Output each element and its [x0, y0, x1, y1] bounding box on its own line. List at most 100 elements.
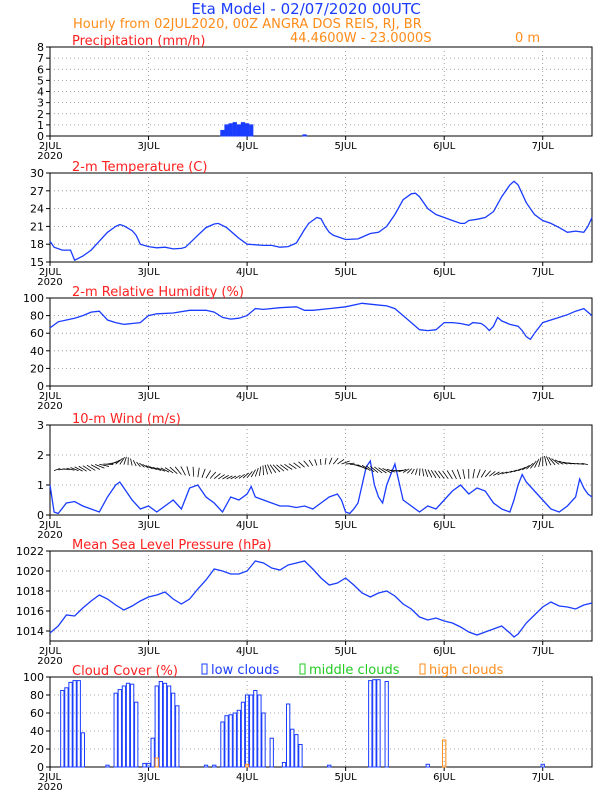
cloud-bar — [368, 680, 373, 768]
wind-arrow — [267, 464, 273, 474]
cloud-bar — [425, 763, 430, 768]
wind-arrow — [337, 458, 345, 465]
wind-arrow — [99, 463, 110, 467]
wind-xtick-label: 5JUL — [335, 520, 358, 531]
wind-arrow — [398, 469, 407, 473]
cloud-bar — [212, 764, 217, 768]
mslp-xtick-label: 7JUL — [532, 646, 555, 657]
wind-arrow — [456, 469, 461, 480]
rh-xtick-label: 2JUL — [39, 391, 62, 402]
cloud-ytick-label: 100 — [23, 671, 44, 684]
wind-arrow — [119, 457, 125, 465]
wind-arrow — [424, 468, 429, 477]
wind-arrow — [90, 464, 101, 470]
wind-arrow — [501, 471, 508, 475]
cloud-bar — [442, 739, 447, 768]
wind-arrow — [345, 462, 355, 465]
run-subtitle: Hourly from 02JUL2020, 00Z ANGRA DOS REI… — [73, 17, 422, 32]
cloud-bar — [269, 737, 274, 768]
cloud-bar — [285, 703, 291, 768]
cloud-panel: 0 20 40 60 80 100 2JUL 3JUL 4JUL 5JUL 6JUL 7JUL 2020… — [23, 663, 593, 792]
mslp-xtick-label: 5JUL — [335, 646, 358, 657]
cloud-frame — [49, 676, 593, 768]
wind-arrow — [298, 461, 305, 468]
wind-arrow — [430, 470, 437, 479]
wind-arrow — [576, 462, 584, 465]
legend-middle-label: middle clouds — [309, 663, 400, 678]
wind-arrow — [484, 470, 491, 478]
precip-ytick-label: 6 — [37, 63, 44, 76]
wind-arrow — [132, 460, 137, 467]
mslp-panel: 1014 1016 1018 1020 1022 2JUL 3JUL 4JUL 5JUL 6JUL… — [16, 538, 593, 667]
wind-arrow — [386, 468, 396, 473]
cloud-bar — [166, 685, 172, 768]
cloud-xtick-label: 7JUL — [532, 772, 555, 783]
wind-arrow — [361, 464, 371, 472]
wind-arrow — [156, 467, 166, 472]
wind-arrow — [476, 469, 481, 478]
legend-low-label: low clouds — [211, 663, 280, 678]
wind-arrow — [402, 468, 410, 473]
rh-panel: 0 20 40 60 80 100 2JUL 3JUL 4JUL 5JUL 6JUL 7JUL 2020… — [23, 285, 593, 412]
cloud-ytick-label: 20 — [30, 743, 44, 756]
wind-arrow — [149, 466, 157, 470]
wind-arrow — [246, 471, 253, 478]
wind-panel: 0 1 2 3 2JUL 3JUL 4JUL 5JUL 6JUL 7JUL 2020 10-m Win… — [37, 412, 593, 541]
cloud-bar — [105, 764, 110, 768]
mslp-ytick-label: 1022 — [16, 545, 44, 558]
wind-arrow — [365, 465, 375, 473]
cloud-xtick-label: 5JUL — [335, 772, 358, 783]
cloud-bar — [372, 679, 377, 768]
mslp-frame — [49, 550, 593, 642]
precip-xtick-label: 5JUL — [335, 141, 358, 152]
wind-arrow — [357, 464, 367, 470]
mslp-xtick-label: 3JUL — [137, 646, 160, 657]
cloud-bar — [294, 734, 299, 768]
wind-arrow — [201, 468, 206, 478]
wind-arrow — [534, 458, 540, 468]
temp-panel: 15 18 21 24 27 30 2JUL 3JUL 4JUL 5JUL 6JUL 7JUL 2020… — [30, 160, 593, 288]
precip-bar — [302, 134, 307, 137]
wind-arrow — [130, 458, 133, 466]
wind-arrow — [303, 460, 309, 467]
cloud-bar — [376, 679, 381, 768]
rh-ytick-label: 80 — [30, 310, 44, 323]
rh-ytick-label: 100 — [23, 292, 44, 305]
precip-ytick-label: 3 — [37, 97, 44, 110]
cloud-bar — [129, 683, 135, 768]
temp-frame — [49, 172, 593, 263]
wind-arrow — [262, 465, 264, 476]
cloud-bar — [540, 763, 545, 768]
cloud-bar — [232, 712, 237, 768]
wind-arrow — [562, 461, 572, 465]
wind-arrow — [280, 464, 289, 471]
wind-arrow — [415, 468, 418, 475]
wind-arrow — [160, 467, 170, 473]
wind-arrow — [152, 466, 162, 471]
wind-arrow — [226, 475, 233, 480]
wind-arrow — [115, 458, 123, 465]
rh-series-line — [49, 302, 593, 341]
wind-arrow — [480, 469, 486, 478]
precip-xtick-label: 2JUL — [39, 141, 62, 152]
wind-arrow — [276, 464, 285, 472]
temp-ytick-label: 15 — [30, 256, 44, 269]
temp-ytick-label: 24 — [30, 203, 44, 216]
cloud-bar — [162, 682, 168, 768]
precip-xtick-label: 4JUL — [236, 141, 259, 152]
temp-ytick-label: 18 — [30, 238, 44, 251]
precip-bar — [224, 124, 229, 137]
wind-xtick-label: 3JUL — [137, 520, 160, 531]
wind-arrow — [538, 457, 542, 468]
wind-arrow — [145, 465, 153, 470]
wind-arrow — [333, 457, 339, 465]
wind-arrow — [505, 470, 513, 474]
cloud-bar — [244, 763, 250, 768]
wind-arrow — [551, 458, 560, 465]
precip-bar — [249, 124, 254, 137]
precip-year-label: 2020 — [37, 151, 62, 162]
wind-xtick-label: 7JUL — [532, 520, 555, 531]
cloud-bar — [134, 701, 139, 768]
wind-arrow — [82, 465, 92, 472]
cloud-ytick-label: 60 — [30, 707, 44, 720]
